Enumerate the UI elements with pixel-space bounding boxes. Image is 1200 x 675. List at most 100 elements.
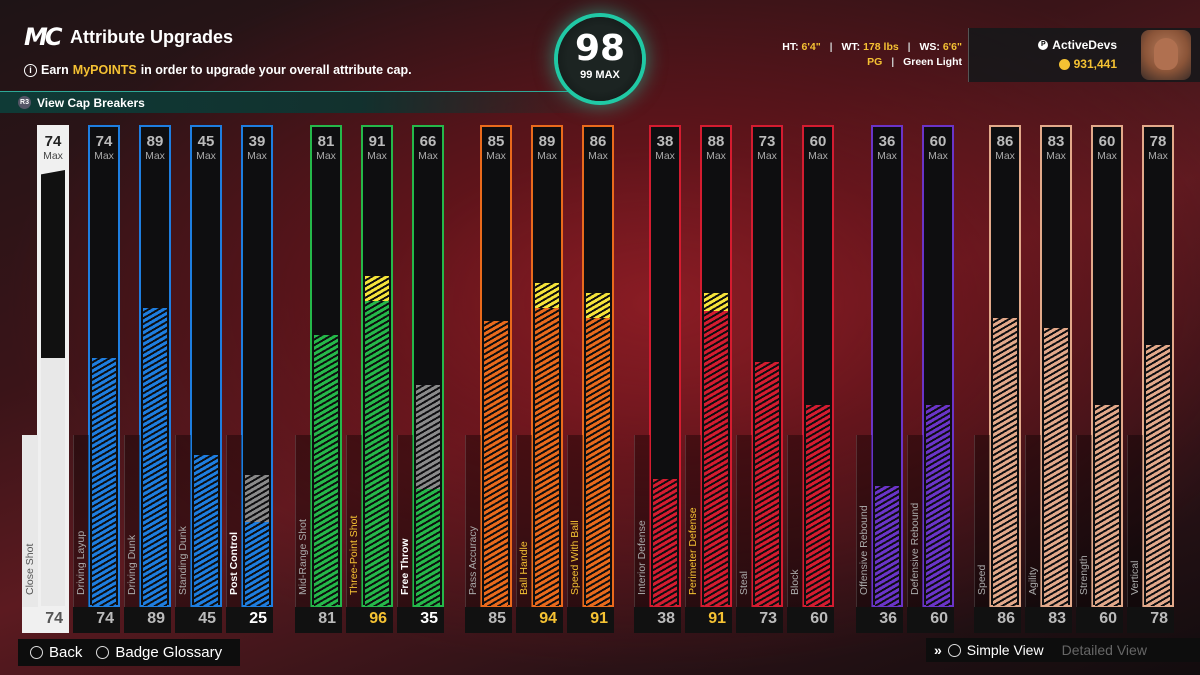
attribute-column[interactable]: 89 Max Driving Dunk 89 bbox=[124, 125, 171, 633]
attribute-column[interactable]: 60 Max Strength 60 bbox=[1076, 125, 1123, 633]
attribute-name: Perimeter Defense bbox=[687, 507, 699, 595]
attribute-fill bbox=[704, 311, 728, 606]
attribute-column[interactable]: 81 Max Mid-Range Shot 81 bbox=[295, 125, 342, 633]
attribute-current: 25 bbox=[226, 607, 273, 633]
attribute-current: 91 bbox=[685, 607, 732, 633]
attribute-column[interactable]: 88 Max Perimeter Defense 91 bbox=[685, 125, 732, 633]
attribute-column[interactable]: 86 Max Speed With Ball 91 bbox=[567, 125, 614, 633]
attribute-label-box bbox=[346, 435, 362, 607]
attribute-max-label: Max bbox=[418, 150, 438, 162]
attribute-column[interactable]: 74 Max Close Shot 74 bbox=[22, 125, 69, 633]
attribute-column[interactable]: 60 Max Block 60 bbox=[787, 125, 834, 633]
attribute-name: Standing Dunk bbox=[177, 526, 189, 595]
mypoints-highlight: MyPOINTS bbox=[72, 63, 137, 77]
footer-left: Back Badge Glossary bbox=[18, 639, 240, 666]
attribute-max: 45 bbox=[197, 133, 215, 150]
attribute-label-box bbox=[736, 435, 752, 607]
mc-logo: MC bbox=[24, 23, 63, 51]
attribute-fill bbox=[875, 486, 899, 606]
attribute-name: Speed With Ball bbox=[569, 520, 581, 595]
attribute-max: 85 bbox=[487, 133, 505, 150]
triangle-button-icon bbox=[947, 643, 961, 657]
attribute-column[interactable]: 89 Max Ball Handle 94 bbox=[516, 125, 563, 633]
header: MC Attribute Upgrades bbox=[24, 24, 233, 50]
attribute-column[interactable]: 45 Max Standing Dunk 45 bbox=[175, 125, 222, 633]
attribute-name: Pass Accuracy bbox=[467, 526, 479, 595]
attribute-max: 78 bbox=[1149, 133, 1167, 150]
attribute-max-label: Max bbox=[316, 150, 336, 162]
detailed-view-tab[interactable]: Detailed View bbox=[1061, 642, 1147, 658]
attribute-column[interactable]: 36 Max Offensive Rebound 36 bbox=[856, 125, 903, 633]
vc-balance: 931,441 bbox=[1058, 57, 1117, 71]
simple-view-tab[interactable]: Simple View bbox=[966, 642, 1044, 658]
attribute-current: 86 bbox=[974, 607, 1021, 633]
username: ActiveDevs bbox=[1052, 38, 1117, 52]
attribute-name: Speed bbox=[976, 564, 988, 595]
attribute-track bbox=[314, 170, 338, 606]
attribute-column[interactable]: 74 Max Driving Layup 74 bbox=[73, 125, 120, 633]
height-label: HT: bbox=[782, 41, 799, 53]
attribute-max: 89 bbox=[538, 133, 556, 150]
glossary-label: Badge Glossary bbox=[115, 644, 223, 661]
badge-glossary-button[interactable]: Badge Glossary bbox=[96, 644, 222, 661]
attribute-name: Offensive Rebound bbox=[858, 505, 870, 595]
attribute-current: 91 bbox=[567, 607, 614, 633]
vc-coin-icon bbox=[1058, 58, 1070, 70]
attribute-max-label: Max bbox=[995, 150, 1015, 162]
attribute-fill bbox=[1044, 328, 1068, 606]
attribute-column[interactable]: 83 Max Agility 83 bbox=[1025, 125, 1072, 633]
info-line: i Earn MyPOINTS in order to upgrade your… bbox=[24, 63, 412, 77]
attribute-track bbox=[41, 170, 65, 606]
attribute-column[interactable]: 38 Max Interior Defense 38 bbox=[634, 125, 681, 633]
attribute-name: Defensive Rebound bbox=[909, 502, 921, 595]
attribute-column[interactable]: 91 Max Three-Point Shot 96 bbox=[346, 125, 393, 633]
attribute-column[interactable]: 86 Max Speed 86 bbox=[974, 125, 1021, 633]
attribute-fill bbox=[586, 318, 610, 606]
attribute-track bbox=[416, 170, 440, 606]
attribute-label-box bbox=[634, 435, 650, 607]
attribute-label-box bbox=[1076, 435, 1092, 607]
attribute-boost-fill bbox=[586, 293, 610, 318]
attribute-boost-fill bbox=[535, 283, 559, 308]
attribute-max: 91 bbox=[368, 133, 386, 150]
attribute-name: Steal bbox=[738, 571, 750, 595]
attribute-max-label: Max bbox=[537, 150, 557, 162]
attribute-max-label: Max bbox=[94, 150, 114, 162]
attribute-fill bbox=[314, 335, 338, 606]
attribute-name: Interior Defense bbox=[636, 520, 648, 595]
attribute-current: 89 bbox=[124, 607, 171, 633]
circle-button-icon bbox=[30, 646, 43, 659]
attribute-max: 60 bbox=[929, 133, 947, 150]
attribute-current: 60 bbox=[787, 607, 834, 633]
attribute-column[interactable]: 85 Max Pass Accuracy 85 bbox=[465, 125, 512, 633]
attribute-fill bbox=[1095, 405, 1119, 606]
attribute-column[interactable]: 73 Max Steal 73 bbox=[736, 125, 783, 633]
attribute-fill bbox=[365, 301, 389, 606]
jumpshot-value: Green Light bbox=[903, 56, 962, 68]
attribute-label-box bbox=[1025, 435, 1041, 607]
attribute-max: 86 bbox=[589, 133, 607, 150]
attribute-current: 36 bbox=[856, 607, 903, 633]
attribute-fill bbox=[535, 308, 559, 606]
back-button[interactable]: Back bbox=[30, 644, 82, 661]
page-title: Attribute Upgrades bbox=[70, 26, 234, 47]
attribute-track bbox=[755, 170, 779, 606]
attribute-name: Driving Dunk bbox=[126, 534, 138, 595]
view-cap-breakers-button[interactable]: R3 View Cap Breakers bbox=[0, 91, 600, 113]
info-suffix: in order to upgrade your overall attribu… bbox=[140, 63, 412, 77]
attribute-column[interactable]: 60 Max Defensive Rebound 60 bbox=[907, 125, 954, 633]
attribute-current: 60 bbox=[907, 607, 954, 633]
username-row: P ActiveDevs bbox=[1038, 38, 1117, 52]
attribute-track bbox=[535, 170, 559, 606]
attribute-name: Three-Point Shot bbox=[348, 515, 360, 595]
attribute-column[interactable]: 78 Max Vertical 78 bbox=[1127, 125, 1174, 633]
attribute-column[interactable]: 66 Max Free Throw 35 bbox=[397, 125, 444, 633]
attribute-max: 66 bbox=[419, 133, 437, 150]
back-label: Back bbox=[49, 644, 83, 661]
attribute-max: 74 bbox=[44, 133, 62, 150]
attribute-label-box bbox=[787, 435, 803, 607]
attribute-max-label: Max bbox=[1046, 150, 1066, 162]
attribute-label-box bbox=[397, 435, 413, 607]
attribute-fill bbox=[926, 405, 950, 606]
attribute-column[interactable]: 39 Max Post Control 25 bbox=[226, 125, 273, 633]
